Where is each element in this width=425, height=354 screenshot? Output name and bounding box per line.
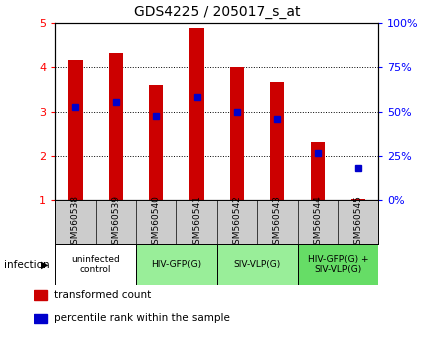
Bar bbox=[311, 142, 325, 200]
Bar bbox=[109, 53, 123, 200]
Text: GSM560545: GSM560545 bbox=[354, 195, 363, 250]
Text: GSM560543: GSM560543 bbox=[273, 195, 282, 250]
Text: ▶: ▶ bbox=[41, 259, 48, 270]
Text: GSM560539: GSM560539 bbox=[111, 195, 120, 250]
Bar bbox=[136, 244, 217, 285]
Text: GSM560541: GSM560541 bbox=[192, 195, 201, 250]
Bar bbox=[34, 291, 48, 300]
Text: infection: infection bbox=[4, 259, 50, 270]
Text: HIV-GFP(G) +
SIV-VLP(G): HIV-GFP(G) + SIV-VLP(G) bbox=[308, 255, 368, 274]
Text: HIV-GFP(G): HIV-GFP(G) bbox=[151, 260, 201, 269]
Text: SIV-VLP(G): SIV-VLP(G) bbox=[233, 260, 281, 269]
Bar bbox=[190, 28, 204, 200]
Bar bbox=[230, 67, 244, 200]
Text: GSM560542: GSM560542 bbox=[232, 195, 241, 250]
Text: transformed count: transformed count bbox=[54, 290, 151, 300]
Bar bbox=[298, 244, 378, 285]
Bar bbox=[351, 199, 365, 200]
Bar bbox=[149, 85, 163, 200]
Bar bbox=[55, 244, 136, 285]
Text: uninfected
control: uninfected control bbox=[71, 255, 120, 274]
Text: GSM560544: GSM560544 bbox=[313, 195, 322, 250]
Bar bbox=[217, 244, 298, 285]
Text: GSM560540: GSM560540 bbox=[152, 195, 161, 250]
Bar bbox=[34, 314, 48, 323]
Title: GDS4225 / 205017_s_at: GDS4225 / 205017_s_at bbox=[133, 5, 300, 19]
Text: GSM560538: GSM560538 bbox=[71, 195, 80, 250]
Bar bbox=[68, 60, 82, 200]
Bar bbox=[270, 82, 284, 200]
Text: percentile rank within the sample: percentile rank within the sample bbox=[54, 313, 230, 323]
